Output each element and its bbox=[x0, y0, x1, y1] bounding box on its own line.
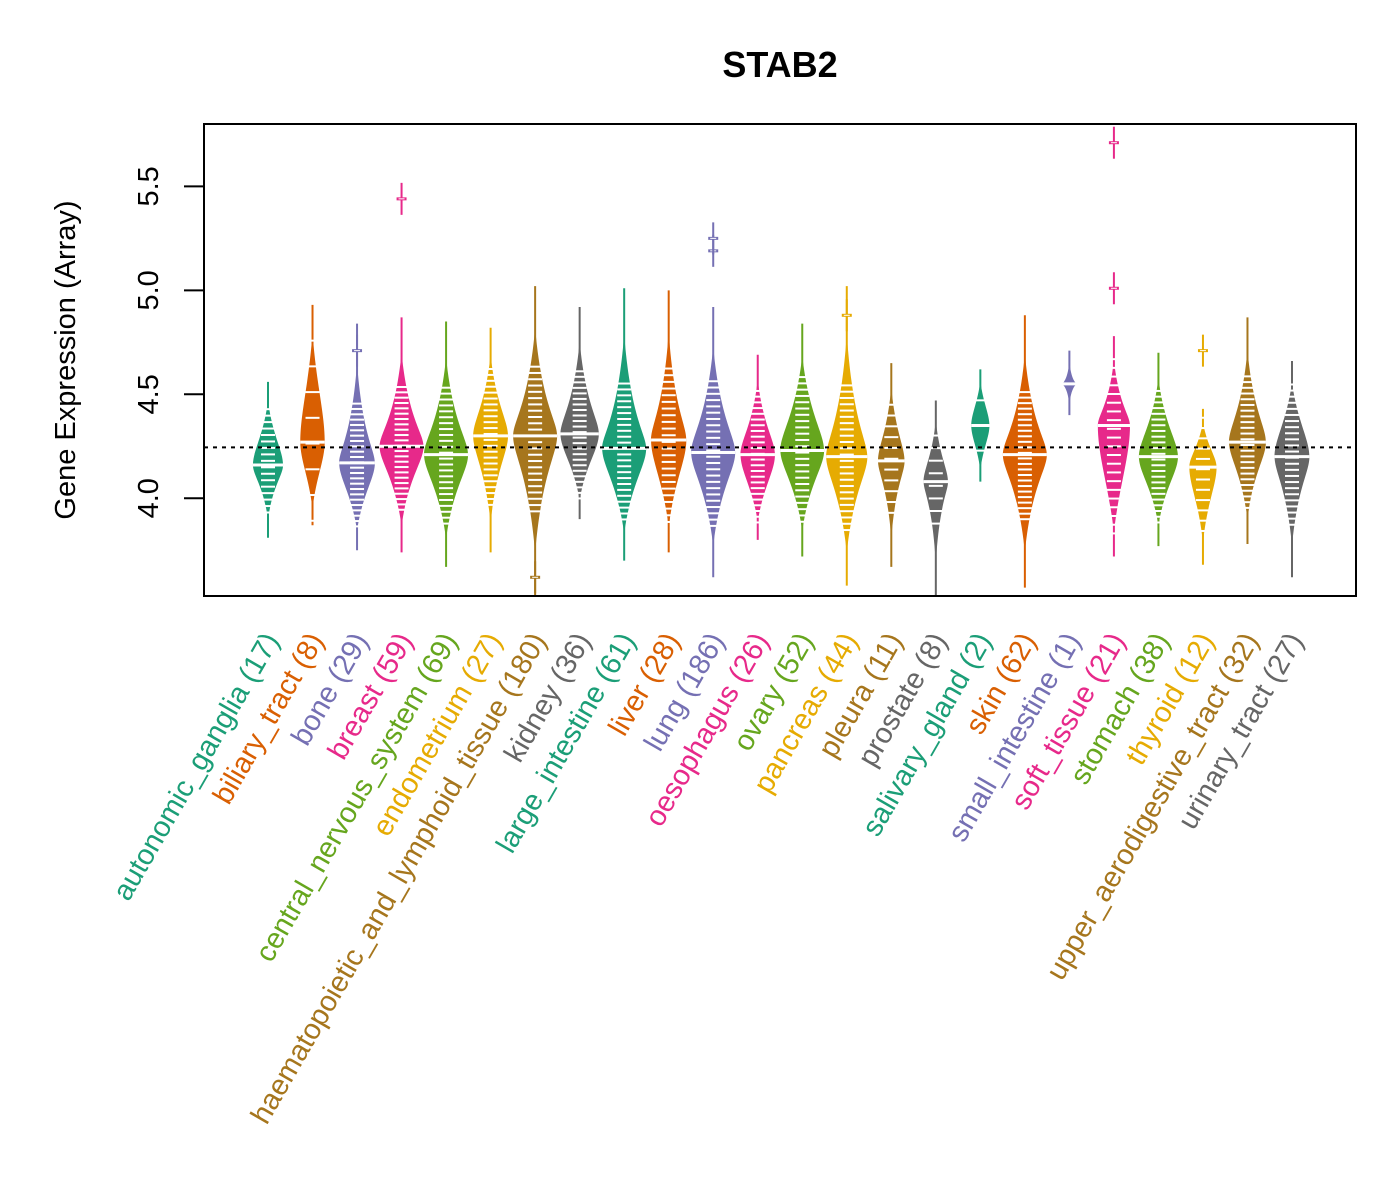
violin-stomach bbox=[1138, 352, 1178, 547]
violin-large_intestine bbox=[602, 288, 647, 561]
violins-group bbox=[252, 126, 1310, 596]
violin-body bbox=[878, 387, 905, 539]
y-tick-label: 4.5 bbox=[133, 374, 165, 414]
outlier-mark bbox=[530, 561, 541, 594]
violin-pancreas bbox=[826, 286, 868, 586]
violin-skin bbox=[1002, 315, 1047, 588]
chart-title: STAB2 bbox=[722, 44, 837, 85]
violin-soft_tissue bbox=[1097, 126, 1130, 557]
violin-upper_aerodigestive_tract bbox=[1229, 317, 1266, 545]
violin-urinary_tract bbox=[1274, 361, 1310, 578]
violin-body bbox=[602, 334, 647, 534]
violin-breast bbox=[379, 182, 424, 553]
violin-prostate bbox=[923, 400, 949, 596]
outlier-mark bbox=[1108, 126, 1119, 159]
violin-small_intestine bbox=[1061, 350, 1078, 416]
outlier-mark bbox=[352, 334, 363, 367]
violin-autonomic_ganglia bbox=[252, 381, 284, 538]
outlier-mark bbox=[708, 222, 719, 255]
y-tick-label: 5.5 bbox=[133, 166, 165, 206]
violin-body bbox=[691, 346, 736, 546]
violin-body bbox=[1189, 421, 1217, 543]
violin-body bbox=[300, 332, 325, 509]
y-tick-label: 5.0 bbox=[133, 270, 165, 310]
violin-oesophagus bbox=[740, 354, 775, 540]
y-axis: 4.0 4.5 5.0 5.5 bbox=[133, 166, 204, 518]
y-axis-label: Gene Expression (Array) bbox=[50, 200, 82, 519]
violin-body bbox=[740, 379, 775, 522]
violin-endometrium bbox=[473, 327, 509, 553]
violin-pleura bbox=[878, 363, 905, 567]
violin-biliary_tract bbox=[300, 304, 325, 526]
y-tick-label: 4.0 bbox=[133, 478, 165, 518]
violin-salivary_gland bbox=[971, 369, 990, 482]
outlier-mark bbox=[1197, 334, 1208, 367]
violin-body bbox=[780, 355, 825, 532]
violin-thyroid bbox=[1189, 334, 1217, 565]
violin-body bbox=[513, 327, 558, 554]
violin-ovary bbox=[780, 323, 825, 557]
violin-haematopoietic_and_lymphoid_tissue bbox=[513, 286, 558, 596]
violin-kidney bbox=[560, 306, 599, 520]
violin-liver bbox=[651, 290, 687, 553]
violin-body bbox=[1229, 350, 1266, 520]
outlier-mark bbox=[841, 299, 852, 332]
violin-body bbox=[424, 357, 469, 540]
violin-lung bbox=[691, 222, 736, 578]
violin-body bbox=[1138, 378, 1178, 526]
violin-body bbox=[651, 331, 687, 528]
x-axis-labels: autonomic_ganglia (17)biliary_tract (8)b… bbox=[107, 628, 1310, 1130]
violin-body bbox=[923, 420, 949, 564]
violin-body bbox=[826, 334, 868, 553]
violin-bone bbox=[339, 323, 375, 551]
plot-frame bbox=[203, 123, 1357, 597]
outlier-mark bbox=[396, 182, 407, 215]
outlier-mark bbox=[1108, 272, 1119, 305]
violin-central_nervous_system bbox=[424, 321, 469, 567]
